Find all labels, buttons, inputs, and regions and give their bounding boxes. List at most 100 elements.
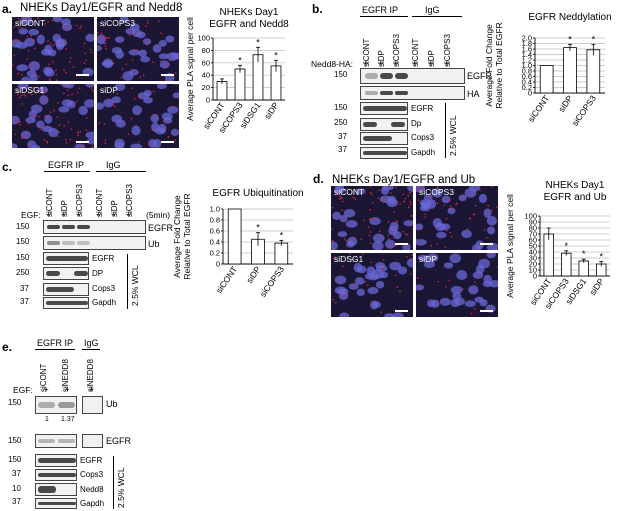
- plus-sign: +: [393, 59, 398, 68]
- chart-title: EGFR Ubiquitination: [212, 188, 303, 199]
- panel-e-wcl-bracket: [113, 456, 114, 509]
- panel-e-igg-underline: [82, 349, 100, 350]
- row-label: Ub: [148, 239, 160, 249]
- scale-bar: [76, 141, 89, 143]
- scale-bar: [395, 310, 408, 312]
- blot-b-wcl-egfr: [360, 102, 408, 115]
- cell-texture: [97, 17, 179, 81]
- mw-marker: 150: [16, 253, 30, 262]
- blot-c-wcl-cops3: [43, 283, 89, 296]
- mw-marker: 37: [20, 297, 29, 306]
- mw-marker: 37: [12, 469, 21, 478]
- quant-value: 1.37: [61, 416, 75, 423]
- micrograph-caption: siCONT: [15, 18, 46, 28]
- y-tick-label: 0.4: [522, 78, 532, 87]
- cell-texture: [331, 186, 413, 250]
- significance-star: *: [280, 230, 284, 240]
- panel-e-ip-underline: [35, 349, 75, 350]
- mw-marker: 37: [338, 132, 347, 141]
- y-tick-label: 0: [206, 96, 210, 105]
- x-tick-label: siDP: [244, 264, 263, 285]
- blot-b-wcl-gapdh: [360, 147, 408, 159]
- cell-texture: [416, 253, 498, 315]
- plus-sign: +: [378, 59, 383, 68]
- row-label: Cops3: [80, 470, 104, 479]
- micrograph-d-3: siDSG1: [331, 253, 413, 317]
- blot-b-wcl-dp: [360, 118, 408, 131]
- y-tick-label: 0.4: [210, 238, 220, 247]
- plus-sign: +: [65, 385, 70, 394]
- blot-e-wcl-egfr: [35, 454, 77, 467]
- y-tick-label: 70: [529, 230, 537, 239]
- bar: [216, 81, 228, 101]
- micrograph-a-4: siDP: [97, 84, 179, 148]
- mw-marker: 150: [8, 455, 22, 464]
- x-tick-label: siCONT: [526, 93, 552, 124]
- panel-b-igg-label: IgG: [425, 5, 440, 15]
- chart-b: EGFR Neddylation Average Fold Change Relat…: [484, 12, 612, 128]
- blot-c-wcl-gapdh: [43, 297, 89, 309]
- y-tick-label: 100: [197, 34, 210, 43]
- mw-marker: 150: [8, 436, 22, 445]
- y-tick-label: 1.6: [522, 45, 532, 54]
- chart-title: NHEKs Day1: [546, 180, 605, 191]
- quant-value: 1: [45, 416, 49, 423]
- x-tick-label: siCOPS3: [570, 93, 598, 128]
- y-tick-label: 0.2: [522, 83, 532, 92]
- plus-sign: +: [76, 210, 81, 219]
- y-tick-label: 0: [216, 260, 220, 269]
- panel-c-igg-underline: [96, 171, 146, 172]
- row-label: Ub: [106, 399, 118, 409]
- y-axis-label: Average PLA signal per cell: [185, 17, 195, 121]
- micrograph-caption: siDSG1: [15, 85, 45, 95]
- chart-title: NHEKs Day1: [220, 7, 279, 18]
- blot-e-ub-ip: [35, 396, 77, 414]
- mw-marker: 150: [8, 398, 22, 407]
- plus-sign: +: [96, 210, 101, 219]
- row-label: Gapdh: [411, 148, 436, 157]
- micrograph-caption: siDSG1: [334, 254, 364, 264]
- scale-bar: [480, 310, 493, 312]
- scale-bar: [161, 74, 174, 76]
- x-tick-label: siCOPS3: [258, 264, 286, 299]
- significance-star: *: [274, 50, 278, 60]
- y-tick-label: 0.2: [210, 249, 220, 258]
- panel-c-label: c.: [2, 160, 13, 174]
- y-tick-label: 50: [529, 242, 537, 251]
- row-label: Nedd8: [80, 485, 104, 494]
- y-tick-label: 80: [529, 224, 537, 233]
- plus-sign: +: [44, 385, 49, 394]
- y-tick-label: 0.8: [210, 216, 220, 225]
- plus-sign: +: [46, 210, 51, 219]
- row-label: EGFR: [92, 254, 115, 263]
- blot-e-wcl-cops3: [35, 469, 77, 481]
- row-label: Gapdh: [92, 298, 117, 307]
- panel-e-igg-label: IgG: [84, 338, 99, 348]
- mw-marker: 37: [20, 284, 29, 293]
- row-label: EGFR: [148, 223, 174, 233]
- significance-star: *: [256, 223, 260, 233]
- significance-star: *: [256, 37, 260, 47]
- row-label: Cops3: [411, 133, 435, 142]
- y-tick-label: 80: [202, 46, 210, 55]
- blot-b-ha: [360, 86, 465, 100]
- panel-b-label: b.: [312, 2, 323, 16]
- panel-a-title: NHEKs Day1/EGFR and Nedd8: [20, 2, 183, 14]
- panel-e-prefix: EGF:: [13, 385, 33, 395]
- blot-c-ub: [43, 236, 146, 250]
- x-tick-label: siDP: [556, 93, 575, 114]
- blot-e-ub-igg: [82, 396, 103, 414]
- panel-e-wcl-label: 2.5% WCL: [116, 467, 126, 508]
- blot-e-egfr-igg: [82, 434, 103, 448]
- y-axis-label: Average Fold Change: [172, 195, 182, 278]
- y-tick-label: 0.8: [522, 67, 532, 76]
- cell-texture: [12, 84, 94, 148]
- y-tick-label: 0.6: [210, 227, 220, 236]
- blot-c-wcl-dp: [43, 267, 89, 280]
- row-label: Dp: [411, 119, 422, 128]
- blot-b-wcl-cops3: [360, 132, 408, 145]
- panel-d-label: d.: [313, 172, 324, 186]
- y-tick-label: 0: [533, 272, 537, 281]
- panel-c-wcl-bracket: [127, 254, 128, 309]
- mw-marker: 10: [12, 484, 21, 493]
